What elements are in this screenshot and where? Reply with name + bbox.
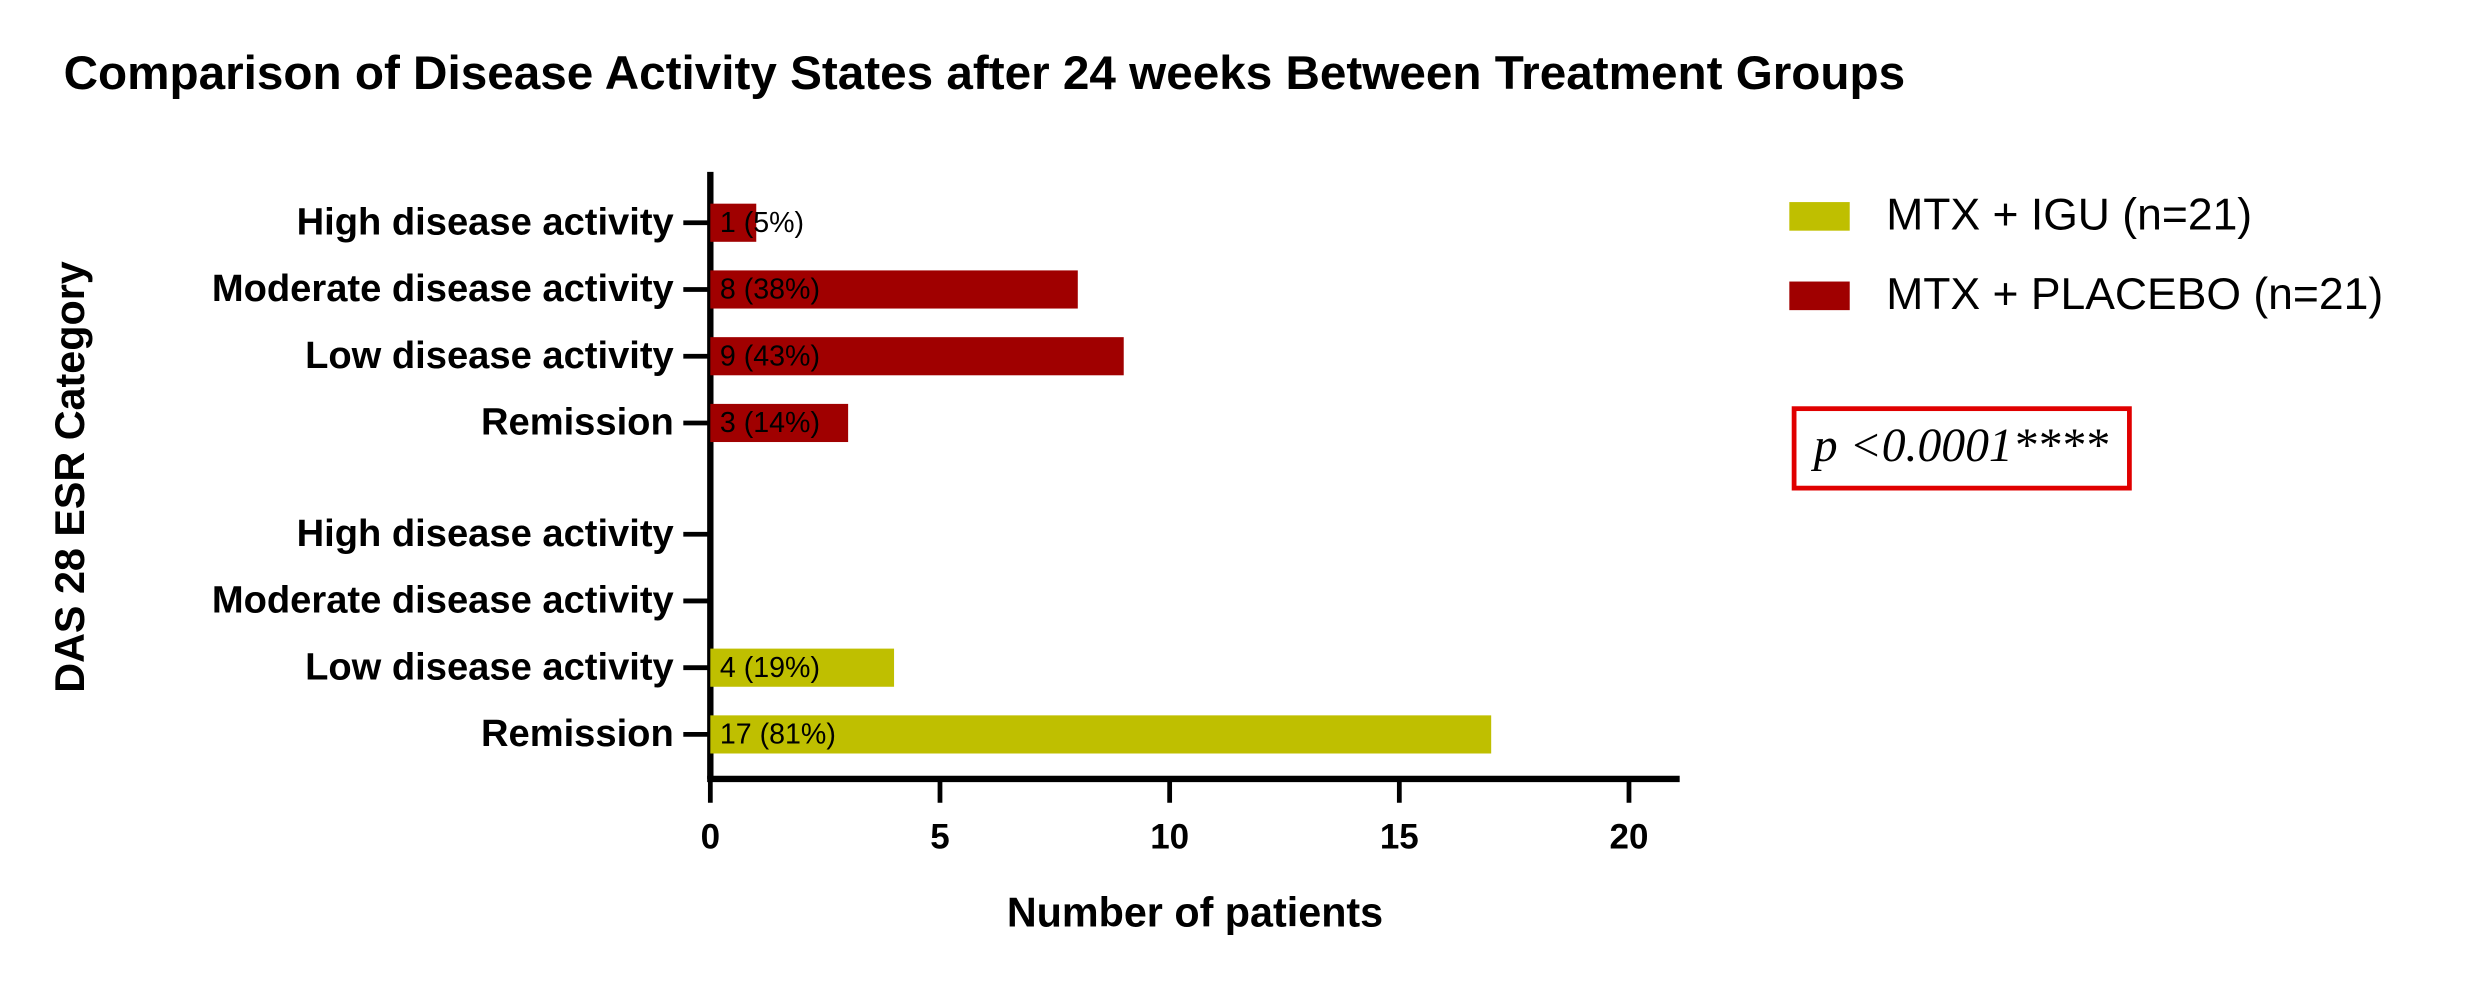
y-tick-label: Low disease activity xyxy=(305,645,674,688)
x-tick-label: 10 xyxy=(1150,818,1189,857)
annotation-box xyxy=(1791,406,2132,491)
y-tick-label: High disease activity xyxy=(297,512,674,555)
data-label: 3 (14%) xyxy=(720,407,820,439)
data-label: 1 (5%) xyxy=(720,207,804,239)
data-label: 17 (81%) xyxy=(720,719,836,751)
annotation: p <0.0001**** xyxy=(1811,420,2108,472)
bar xyxy=(710,270,1078,309)
legend-swatch xyxy=(1789,281,1850,311)
x-tick-label: 0 xyxy=(701,818,720,857)
bar xyxy=(710,337,1124,376)
y-tick-label: Moderate disease activity xyxy=(212,579,674,622)
legend-label: MTX + PLACEBO (n=21) xyxy=(1886,270,2383,319)
y-tick-label: High disease activity xyxy=(297,200,674,243)
data-label: 4 (19%) xyxy=(720,652,820,684)
bar xyxy=(710,403,849,443)
chart-title: Comparison of Disease Activity States af… xyxy=(64,47,1906,100)
y-tick-label: Low disease activity xyxy=(305,334,674,377)
legend-swatch xyxy=(1789,202,1850,231)
x-tick-label: 15 xyxy=(1380,818,1419,857)
y-axis-label: DAS 28 ESR Category xyxy=(47,261,93,692)
data-label: 8 (38%) xyxy=(720,274,820,306)
data-label: 9 (43%) xyxy=(720,340,820,372)
y-tick-label: Moderate disease activity xyxy=(212,267,674,310)
x-axis-label: Number of patients xyxy=(1007,889,1383,935)
y-tick-label: Remission xyxy=(481,401,674,444)
bar xyxy=(710,203,757,242)
x-tick-label: 20 xyxy=(1610,818,1649,857)
bar xyxy=(710,648,895,687)
y-tick-label: Remission xyxy=(481,712,674,755)
legend-label: MTX + IGU (n=21) xyxy=(1886,191,2252,240)
bar xyxy=(710,715,1492,754)
x-tick-label: 5 xyxy=(930,818,949,857)
